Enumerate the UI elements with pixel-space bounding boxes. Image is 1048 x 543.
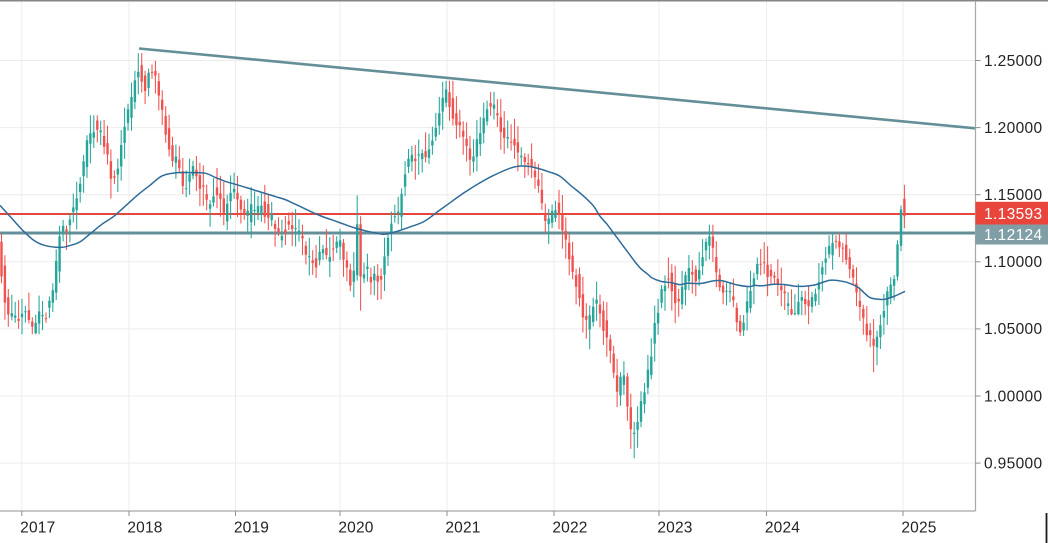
svg-text:1.00000: 1.00000 [984, 388, 1043, 405]
svg-text:1.25000: 1.25000 [984, 53, 1043, 70]
svg-text:2024: 2024 [765, 520, 800, 537]
svg-text:1.20000: 1.20000 [984, 120, 1043, 137]
svg-text:2020: 2020 [338, 520, 373, 537]
svg-text:1.12124: 1.12124 [984, 227, 1043, 244]
svg-text:2017: 2017 [20, 520, 55, 537]
svg-text:1.10000: 1.10000 [984, 254, 1043, 271]
svg-text:2018: 2018 [127, 520, 162, 537]
svg-text:2023: 2023 [657, 520, 692, 537]
svg-text:2021: 2021 [445, 520, 480, 537]
svg-text:2019: 2019 [234, 520, 269, 537]
svg-text:2022: 2022 [552, 520, 587, 537]
svg-text:1.15000: 1.15000 [984, 187, 1043, 204]
svg-text:1.13593: 1.13593 [984, 206, 1042, 223]
svg-text:2025: 2025 [901, 520, 936, 537]
svg-text:1.05000: 1.05000 [984, 321, 1043, 338]
svg-text:0.95000: 0.95000 [984, 455, 1043, 472]
